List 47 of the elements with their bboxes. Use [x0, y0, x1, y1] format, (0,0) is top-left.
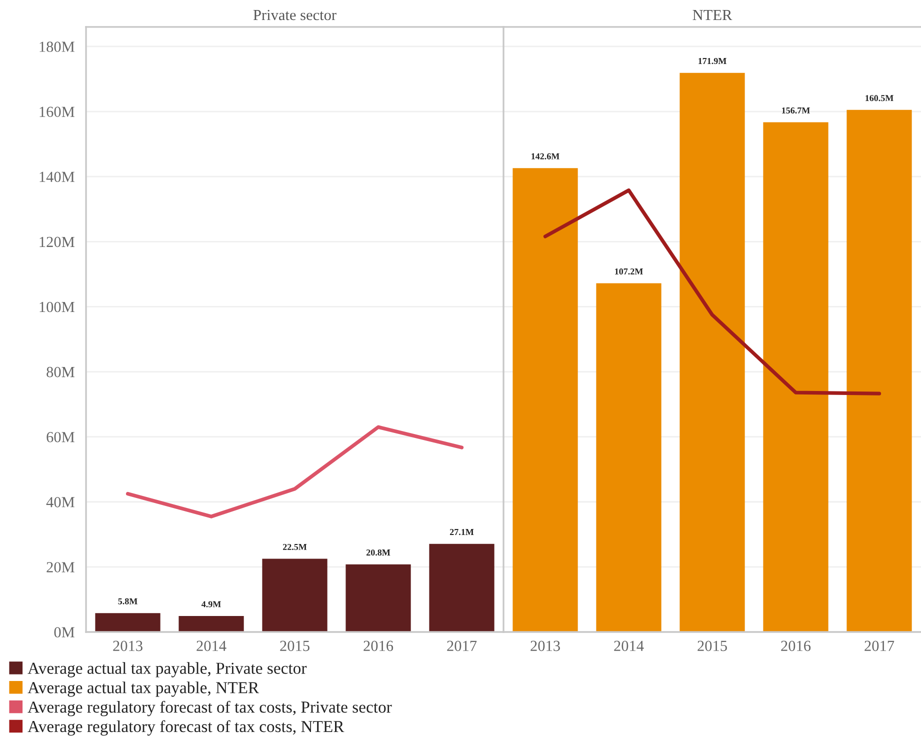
data-label: 107.2M [615, 268, 643, 275]
bar [262, 558, 328, 632]
data-label: 22.5M [282, 544, 307, 550]
data-label: 142.6M [532, 153, 560, 160]
data-label: 4.9M [201, 601, 221, 608]
bar [512, 168, 578, 632]
data-label: 27.1M [450, 528, 474, 536]
y-tick-label: 40M [46, 497, 74, 508]
line-series [126, 425, 464, 518]
bar [178, 616, 244, 632]
x-tick-label: 2016 [364, 640, 394, 652]
y-tick-label: 80M [46, 366, 74, 378]
x-tick-label: 2013 [113, 640, 142, 652]
x-tick-label: 2015 [698, 640, 727, 652]
x-tick-label: 2016 [781, 640, 811, 652]
x-tick-label: 2014 [196, 640, 226, 652]
y-tick-label: 20M [46, 562, 74, 572]
bar [95, 613, 160, 632]
data-label: 160.5M [866, 95, 894, 102]
y-tick-label: 60M [46, 432, 74, 442]
chart-title: Private sector [253, 10, 336, 20]
x-tick-label: 2017 [447, 640, 477, 652]
data-label: 20.8M [366, 549, 390, 556]
chart-title: NTER [692, 10, 732, 20]
y-tick-label: 140M [40, 172, 74, 182]
y-tick-label: 100M [40, 302, 74, 312]
y-tick-label: 180M [40, 42, 74, 52]
bar [596, 283, 662, 632]
x-tick-label: 2014 [614, 640, 644, 652]
data-label: 171.9M [698, 58, 726, 64]
legend-label: Average actual tax payable, Private sector [28, 662, 307, 678]
bar [680, 72, 745, 632]
legend-label: Average regulatory forecast of tax costs, Private sector [28, 700, 392, 716]
bar [346, 564, 411, 632]
x-tick-label: 2015 [280, 640, 310, 652]
data-label: 5.8M [118, 598, 138, 604]
data-label: 156.7M [782, 107, 810, 114]
x-tick-label: 2017 [864, 640, 894, 652]
bar [763, 122, 828, 632]
y-tick-label: 120M [40, 236, 74, 248]
y-tick-label: 0M [54, 627, 74, 638]
bar [846, 110, 912, 632]
legend-label: Average regulatory forecast of tax costs, NTER [28, 720, 344, 736]
legend-label: Average actual tax payable, NTER [28, 682, 260, 697]
x-tick-label: 2013 [530, 640, 560, 652]
bar [429, 544, 494, 632]
y-tick-label: 160M [40, 106, 74, 117]
